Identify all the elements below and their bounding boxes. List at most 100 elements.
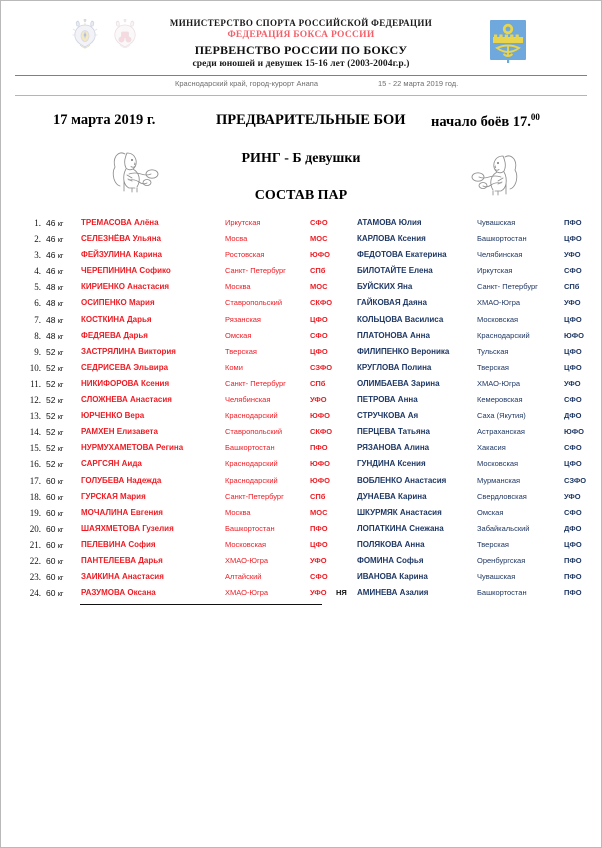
red-corner-region: Ставропольский <box>225 427 283 437</box>
pair-number: 10. <box>29 362 41 373</box>
red-corner-region: Мосва <box>225 234 248 244</box>
blue-corner-name: СТРУЧКОВА Ая <box>357 411 419 421</box>
red-corner-district: СЗФО <box>310 362 333 372</box>
competition-date: 17 марта 2019 г. <box>53 112 156 128</box>
pair-row: 5. 48 кг КИРИЕНКО Анастасия Москва МОС БУЙСКИ… <box>23 282 601 298</box>
pair-row: 7. 48 кг КОСТКИНА Дарья Рязанская ЦФО КОЛЬЦОВ… <box>23 315 601 331</box>
red-corner-name: ПЕЛЕВИНА София <box>81 539 156 549</box>
weight-class: 52 кг <box>46 362 64 373</box>
red-corner-name: ЧЕРЕПИНИНА Софико <box>81 266 171 276</box>
weight-class: 48 кг <box>46 282 64 293</box>
red-corner-district: СПб <box>310 378 326 388</box>
red-corner-district: МОС <box>310 507 328 517</box>
weight-class: 46 кг <box>46 234 64 245</box>
federation-line: ФЕДЕРАЦИЯ БОКСА РОССИИ <box>227 30 375 40</box>
blue-corner-name: АТАМОВА Юлия <box>357 218 422 227</box>
weight-class: 60 кг <box>46 523 64 534</box>
red-corner-name: ГОЛУБЕВА Надежда <box>81 475 162 485</box>
weight-unit: кг <box>57 510 64 518</box>
red-corner-district: УФО <box>310 588 327 598</box>
weight-class: 52 кг <box>46 411 64 422</box>
pair-row: 10. 52 кг СЕДРИСЕВА Эльвира Коми СЗФО КРУГЛОВ… <box>23 363 601 379</box>
blue-corner-district: ЦФО <box>564 459 582 469</box>
weight-class: 52 кг <box>46 378 64 389</box>
boxing-federation-eagle-emblem-icon <box>111 18 139 58</box>
pair-number: 19. <box>29 507 41 518</box>
weight-class: 60 кг <box>46 588 64 599</box>
blue-corner-district: ПФО <box>564 588 582 598</box>
red-corner-region: Рязанская <box>225 314 261 324</box>
blue-corner-name: ПЛАТОНОВА Анна <box>357 330 430 340</box>
blue-corner-region: Башкортостан <box>477 234 527 244</box>
pair-number: 17. <box>29 475 41 486</box>
pair-row: 13. 52 кг ЮРЧЕНКО Вера Краснодарский ЮФО СТРУ… <box>23 411 601 427</box>
weight-class: 60 кг <box>46 539 64 550</box>
pair-row: 19. 60 кг МОЧАЛИНА Евгения Москва МОС ШКУРМЯК… <box>23 508 601 524</box>
blue-corner-region: Иркутская <box>477 266 513 276</box>
weight-unit: кг <box>57 446 64 454</box>
weight-unit: кг <box>57 526 64 534</box>
red-corner-region: Тверская <box>225 346 257 356</box>
blue-corner-district: УФО <box>564 491 581 501</box>
blue-corner-name: ФИЛИПЕНКО Вероника <box>357 346 450 356</box>
red-corner-district: ЦФО <box>310 539 328 549</box>
blue-corner-name: КРУГЛОВА Полина <box>357 362 432 372</box>
red-corner-name: САРГСЯН Аида <box>81 459 142 469</box>
red-corner-region: Москва <box>225 282 251 292</box>
blue-corner-district: СФО <box>564 395 582 405</box>
event-dates: 15 - 22 марта 2019 год. <box>378 79 459 88</box>
blue-corner-region: Саха (Якутия) <box>477 411 526 421</box>
pair-number: 23. <box>29 572 41 583</box>
competition-day-row: 17 марта 2019 г. ПРЕДВАРИТЕЛЬНЫЕ БОИ нач… <box>1 112 601 134</box>
red-corner-name: НИКИФОРОВА Ксения <box>81 378 170 388</box>
weight-unit: кг <box>57 349 64 357</box>
blue-corner-name: КОЛЬЦОВА Василиса <box>357 314 444 324</box>
red-corner-district: ПФО <box>310 443 328 453</box>
red-corner-region: Санкт- Петербург <box>225 266 286 276</box>
weight-unit: кг <box>57 494 64 502</box>
weight-unit: кг <box>57 365 64 373</box>
subheader-divider <box>15 95 587 96</box>
red-corner-district: УФО <box>310 555 327 565</box>
red-corner-name: ПАНТЕЛЕЕВА Дарья <box>81 555 163 565</box>
blue-corner-region: Хакасия <box>477 443 506 453</box>
pair-number: 15. <box>29 443 41 454</box>
pair-number: 8. <box>34 330 41 341</box>
weight-class: 52 кг <box>46 459 64 470</box>
red-corner-name: НУРМУХАМЕТОВА Регина <box>81 443 184 453</box>
pair-number: 7. <box>34 314 41 325</box>
pair-row: 2. 46 кг СЕЛЕЗНЁВА Ульяна Мосва МОС КАРЛОВА К… <box>23 234 601 250</box>
pair-number: 2. <box>34 234 41 245</box>
ministry-line: МИНИСТЕРСТВО СПОРТА РОССИЙСКОЙ ФЕДЕРАЦИИ <box>169 18 433 28</box>
red-corner-region: Ставропольский <box>225 298 283 308</box>
pair-row: 14. 52 кг РАМХЕН Елизавета Ставропольский СК… <box>23 427 601 443</box>
weight-unit: кг <box>57 542 64 550</box>
blue-corner-region: Забайкальский <box>477 523 530 533</box>
red-corner-region: Краснодарский <box>225 459 278 469</box>
red-corner-name: КИРИЕНКО Анастасия <box>81 282 170 292</box>
pair-number: 16. <box>29 459 41 470</box>
weight-class: 60 кг <box>46 572 64 583</box>
event-title: ПЕРВЕНСТВО РОССИИ ПО БОКСУ <box>194 43 408 57</box>
weight-class: 60 кг <box>46 555 64 566</box>
weight-unit: кг <box>57 558 64 566</box>
blue-corner-region: Астраханская <box>477 427 525 437</box>
weight-class: 48 кг <box>46 330 64 341</box>
anapa-coat-of-arms-icon <box>487 18 529 69</box>
red-corner-district: СФО <box>310 218 328 227</box>
red-corner-name: РАМХЕН Елизавета <box>81 427 158 437</box>
blue-corner-name: ФОМИНА Софья <box>357 555 424 565</box>
red-corner-region: Башкортостан <box>225 443 275 453</box>
female-boxer-sketch-icon <box>99 147 161 198</box>
pair-number: 5. <box>34 282 41 293</box>
weight-unit: кг <box>57 414 64 422</box>
blue-corner-name: АМИНЕВА Азалия <box>357 588 429 598</box>
pair-number: 1. <box>34 218 41 228</box>
weight-unit: кг <box>57 398 64 406</box>
red-corner-name: ЗАСТРЯЛИНА Виктория <box>81 346 176 356</box>
pair-number: 12. <box>29 395 41 406</box>
red-corner-region: Краснодарский <box>225 411 278 421</box>
weight-class: 48 кг <box>46 314 64 325</box>
start-time-label: начало боёв 17. <box>431 113 531 130</box>
